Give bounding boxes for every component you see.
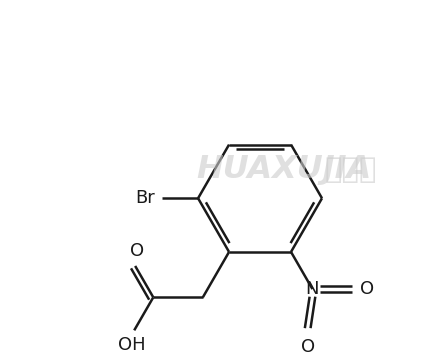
Text: O: O [130,242,144,260]
Text: O: O [301,338,315,356]
Text: 化学加: 化学加 [325,156,378,184]
Text: HUAXUJIA: HUAXUJIA [196,154,371,185]
Text: N: N [306,280,319,298]
Text: OH: OH [118,336,146,354]
Text: O: O [360,280,374,298]
Text: Br: Br [136,189,155,207]
